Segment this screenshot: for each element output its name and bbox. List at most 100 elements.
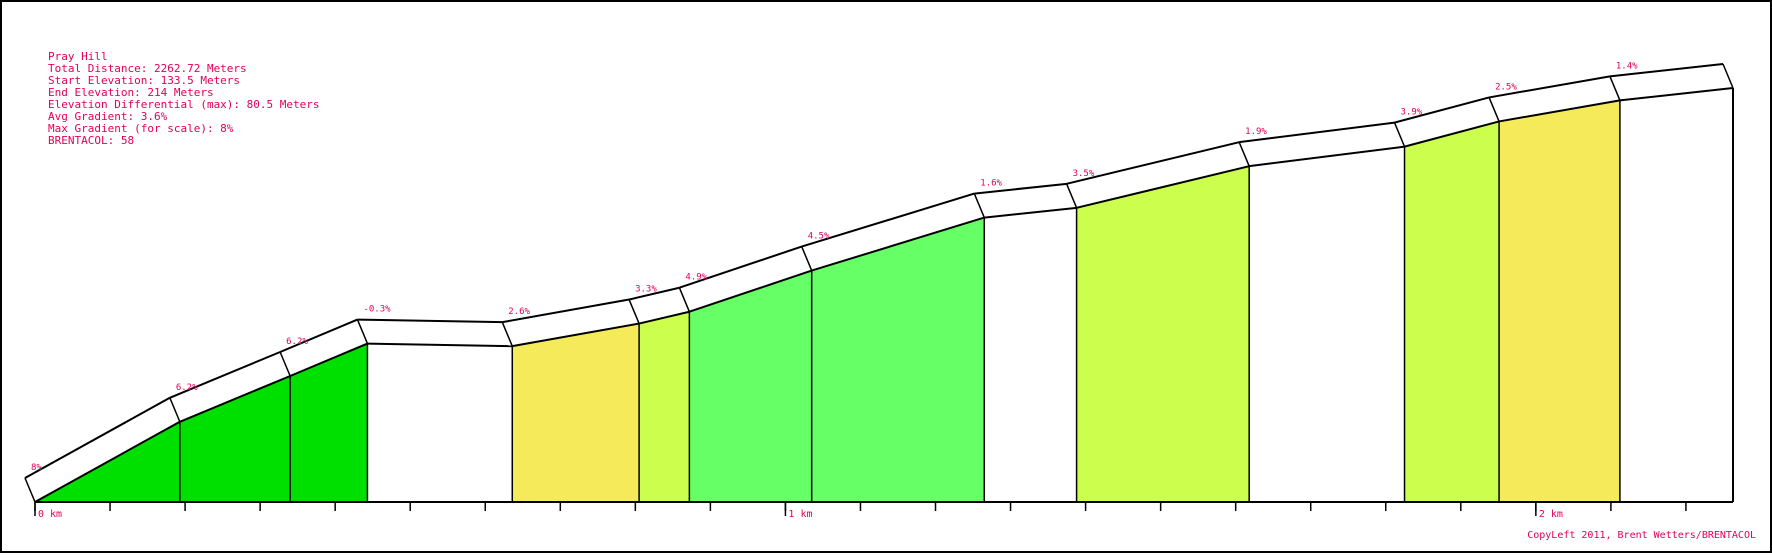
gradient-label: 3.3% bbox=[635, 285, 657, 295]
ribbon-top-edge bbox=[502, 298, 630, 324]
segment-fill bbox=[639, 311, 690, 502]
gradient-label: 1.9% bbox=[1245, 127, 1267, 137]
profile-ribbon bbox=[24, 63, 1734, 503]
ribbon-face bbox=[502, 299, 640, 347]
ribbon-top-edge bbox=[801, 192, 975, 248]
ribbon-face bbox=[280, 319, 368, 376]
ribbon-joint bbox=[1065, 183, 1078, 209]
ribbon-joint bbox=[1393, 122, 1406, 147]
profile-line bbox=[638, 310, 690, 325]
ribbon-top-edge bbox=[679, 245, 803, 289]
ribbon-joint bbox=[279, 351, 291, 377]
ribbon-joint bbox=[1488, 97, 1500, 122]
brentacol-score: BRENTACOL: 58 bbox=[48, 134, 134, 147]
avg-gradient: Avg Gradient: 3.6% bbox=[48, 110, 168, 123]
start-elevation: Start Elevation: 133.5 Meters bbox=[48, 74, 240, 87]
segment-fill bbox=[1499, 100, 1620, 502]
segment-fill bbox=[1404, 121, 1500, 502]
profile-line bbox=[1498, 99, 1621, 123]
ribbon-top-edge bbox=[357, 318, 503, 324]
profile-line bbox=[1249, 145, 1405, 168]
segment-fill bbox=[290, 343, 368, 502]
ribbon-joint bbox=[1722, 63, 1734, 89]
ribbon-top-edge bbox=[628, 286, 680, 301]
gradient-label: 6.2% bbox=[286, 337, 308, 347]
profile-line bbox=[367, 342, 513, 348]
segment-fill bbox=[512, 323, 640, 502]
segment-fill bbox=[689, 270, 812, 502]
ribbon-joint bbox=[1609, 76, 1621, 101]
segment-dividers bbox=[179, 88, 1734, 502]
ribbon-top-edge bbox=[1488, 75, 1611, 99]
profile-line bbox=[689, 269, 813, 313]
max-gradient: Max Gradient (for scale): 8% bbox=[48, 122, 234, 135]
ribbon-joint bbox=[628, 299, 640, 324]
x-axis-tick-label: 0 km bbox=[38, 509, 62, 520]
ribbon-joint bbox=[1238, 141, 1250, 167]
x-axis-tick-label: 1 km bbox=[788, 509, 812, 520]
profile-line bbox=[179, 375, 291, 423]
total-distance: Total Distance: 2262.72 Meters bbox=[48, 62, 247, 75]
ribbon-top-edge bbox=[1394, 96, 1490, 124]
gradient-label: 1.4% bbox=[1616, 61, 1638, 71]
ribbon-face bbox=[801, 193, 985, 271]
profile-line bbox=[34, 420, 181, 503]
copyleft-credit: CopyLeft 2011, Brent Wetters/BRENTACOL bbox=[1527, 530, 1756, 541]
profile-line bbox=[984, 206, 1077, 219]
ribbon-joint bbox=[501, 321, 513, 347]
gradient-label: 2.5% bbox=[1495, 82, 1517, 92]
gradient-label: -0.3% bbox=[363, 305, 391, 315]
ribbon-face bbox=[25, 397, 180, 502]
segment-fill bbox=[367, 343, 513, 502]
gradient-label: 3.5% bbox=[1073, 169, 1095, 179]
gradient-label: 2.6% bbox=[508, 307, 530, 317]
elevation-differential: Elevation Differential (max): 80.5 Meter… bbox=[48, 98, 320, 111]
ribbon-face bbox=[357, 319, 513, 347]
profile-line bbox=[1404, 120, 1500, 148]
segment-fill bbox=[1619, 88, 1733, 502]
gradient-label: 6.2% bbox=[176, 383, 198, 393]
ribbon-joint bbox=[24, 477, 36, 503]
ribbon-joint bbox=[678, 287, 691, 313]
gradient-label: 4.9% bbox=[685, 273, 707, 283]
climb-name: Pray Hill bbox=[48, 50, 108, 63]
profile-line bbox=[1076, 165, 1250, 209]
profile-line bbox=[1619, 87, 1734, 102]
profile-line bbox=[811, 216, 985, 272]
profile-line bbox=[512, 322, 640, 348]
ribbon-top-edge bbox=[279, 318, 358, 353]
x-axis: 0 km 1 km 2 km bbox=[34, 501, 1733, 520]
gradient-label: 3.9% bbox=[1401, 108, 1423, 118]
segment-fill bbox=[1076, 166, 1250, 502]
segment-fill bbox=[811, 217, 985, 502]
ribbon-face bbox=[1239, 122, 1405, 167]
ribbon-top-edge bbox=[1066, 141, 1240, 185]
x-axis-tick-label: 2 km bbox=[1539, 509, 1563, 520]
ribbon-top-edge bbox=[24, 396, 171, 479]
ribbon-top-edge bbox=[169, 351, 281, 399]
gradient-label: 8% bbox=[31, 463, 42, 473]
end-elevation: End Elevation: 214 Meters bbox=[48, 86, 214, 99]
ribbon-top-edge bbox=[1239, 121, 1395, 144]
ribbon-top-edge bbox=[974, 182, 1067, 195]
ribbon-joint bbox=[973, 193, 985, 218]
ribbon-joint bbox=[800, 246, 813, 271]
ribbon-joint bbox=[169, 397, 181, 423]
gradient-labels: 8% 6.2% 6.2% -0.3% 2.6% 3.3% 4.9% 4.5% 1.6% 3.5% 1… bbox=[31, 61, 1638, 473]
ribbon-face bbox=[169, 352, 291, 422]
gradient-label: 1.6% bbox=[980, 179, 1002, 189]
ribbon-face bbox=[1066, 142, 1250, 208]
segment-fill bbox=[179, 376, 291, 502]
ribbon-face bbox=[1394, 97, 1500, 147]
segment-fill bbox=[984, 207, 1077, 503]
ribbon-face bbox=[1489, 76, 1620, 122]
segment-fills bbox=[35, 88, 1733, 503]
segment-fill bbox=[1249, 146, 1405, 502]
ribbon-joint bbox=[356, 319, 369, 344]
ribbon-face bbox=[679, 246, 812, 312]
info-block: Pray Hill Total Distance: 2262.72 Meters… bbox=[48, 50, 320, 147]
ribbon-face bbox=[974, 183, 1077, 218]
profile-line bbox=[289, 342, 368, 377]
